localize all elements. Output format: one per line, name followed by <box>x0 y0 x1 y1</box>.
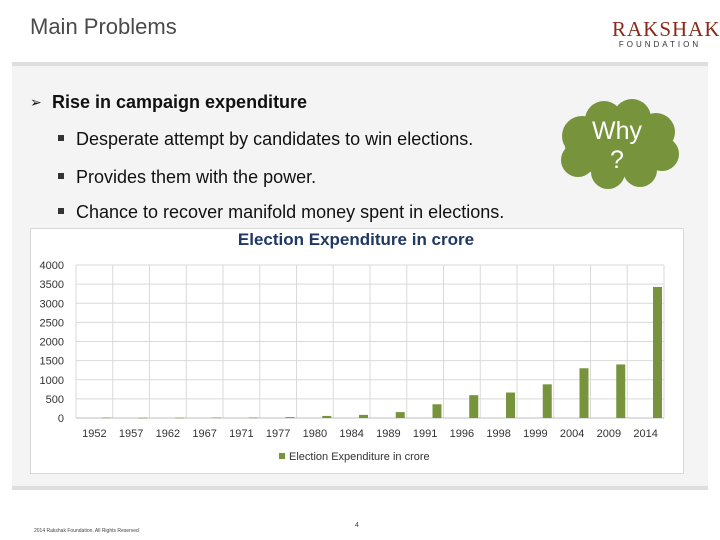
x-tick-label: 1996 <box>450 428 474 440</box>
x-tick-label: 1952 <box>82 428 106 440</box>
bar-1984 <box>359 414 368 418</box>
bar-2004 <box>579 368 589 418</box>
y-tick-label: 1500 <box>40 356 64 368</box>
bar-1962 <box>175 417 185 419</box>
x-tick-label: 1957 <box>119 428 143 440</box>
x-tick-label: 1991 <box>413 428 437 440</box>
sub-bullet-3: Chance to recover manifold money spent i… <box>58 202 504 223</box>
y-tick-label: 2000 <box>40 337 64 349</box>
x-tick-label: 1999 <box>523 428 547 440</box>
footer-copyright: 2014 Rakshak Foundation. All Rights Rese… <box>34 528 139 534</box>
x-tick-label: 1967 <box>192 428 216 440</box>
bar-1991 <box>432 404 442 418</box>
bar-1989 <box>395 412 405 418</box>
bar-2014 <box>653 286 662 418</box>
y-tick-label: 3500 <box>40 279 64 291</box>
chart-area <box>30 228 684 474</box>
x-tick-label: 2009 <box>597 428 621 440</box>
cloud-icon <box>561 99 679 189</box>
bar-1957 <box>138 417 148 419</box>
bar-1996 <box>469 395 479 418</box>
sub-bullet-text: Chance to recover manifold money spent i… <box>76 202 505 222</box>
chart-title: Election Expenditure in crore <box>237 230 475 249</box>
x-tick-label: 1998 <box>486 428 510 440</box>
top-divider <box>12 62 708 66</box>
bar-1967 <box>212 417 221 419</box>
bottom-divider <box>12 486 708 490</box>
y-tick-label: 500 <box>46 394 64 406</box>
why-callout-line2: ? <box>610 146 624 174</box>
bar-1980 <box>322 415 332 418</box>
y-tick-label: 1000 <box>40 375 64 387</box>
y-tick-label: 2500 <box>40 317 64 329</box>
arrow-bullet-icon: ➢ <box>30 94 42 110</box>
x-tick-label: 1962 <box>156 428 180 440</box>
page-title: Main Problems <box>30 14 177 39</box>
why-callout-line1: Why <box>592 117 642 145</box>
x-tick-label: 1977 <box>266 428 290 440</box>
bar-1971 <box>248 417 258 419</box>
bar-1952 <box>101 417 111 419</box>
title-bar <box>0 0 720 62</box>
y-tick-label: 3000 <box>40 298 64 310</box>
square-bullet-icon <box>58 135 64 142</box>
bar-2009 <box>616 364 626 418</box>
square-bullet-icon <box>58 173 64 180</box>
legend-swatch <box>279 453 285 459</box>
bar-1999 <box>542 384 552 418</box>
x-tick-label: 1984 <box>339 428 363 440</box>
logo-sub-text: FOUNDATION <box>618 40 702 49</box>
y-tick-label: 4000 <box>40 260 64 272</box>
sub-bullet-1: Desperate attempt by candidates to win e… <box>58 129 473 150</box>
sub-bullet-text: Desperate attempt by candidates to win e… <box>76 129 474 149</box>
y-tick-label: 0 <box>58 413 64 425</box>
main-bullet-text: Rise in campaign expenditure <box>52 92 308 112</box>
square-bullet-icon <box>58 208 64 215</box>
rakshak-logo: RAKSHAK FOUNDATION <box>612 17 720 49</box>
x-tick-label: 1989 <box>376 428 400 440</box>
bar-1998 <box>506 392 515 418</box>
why-callout: Why ? <box>552 117 682 175</box>
legend-label: Election Expenditure in crore <box>289 451 430 463</box>
page-number: 4 <box>355 522 359 529</box>
x-tick-label: 1971 <box>229 428 253 440</box>
x-tick-label: 2004 <box>560 428 584 440</box>
x-tick-label: 2014 <box>633 428 657 440</box>
x-tick-label: 1980 <box>303 428 327 440</box>
sub-bullet-2: Provides them with the power. <box>58 167 316 188</box>
bar-1977 <box>285 417 295 418</box>
logo-main-text: RAKSHAK <box>612 17 720 41</box>
sub-bullet-text: Provides them with the power. <box>76 167 317 187</box>
